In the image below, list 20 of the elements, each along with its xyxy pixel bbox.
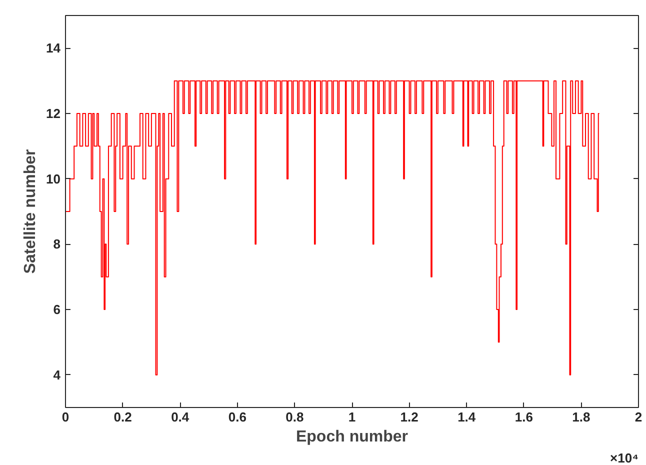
y-tick-label: 6 [53,302,61,317]
y-axis-title: Satellite number [22,149,40,274]
x-tick-label: 1.6 [514,410,533,424]
y-tick-label: 14 [46,40,62,56]
y-tick-label: 12 [46,106,61,121]
x-tick-label: 1 [348,410,356,424]
y-tick-label: 10 [46,171,61,186]
x-tick-label: 1.8 [572,410,590,424]
x-axis-title: Epoch number [296,428,408,446]
y-tick-label: 4 [53,367,62,382]
x-tick-label: 0.6 [228,410,246,424]
text: ×10⁴ [610,450,638,465]
y-tick-label: 8 [53,236,61,252]
x-tick-label: 1.4 [458,410,476,424]
x-tick-label: 0 [62,410,70,424]
x-tick-label: 0.8 [286,410,304,424]
x-tick-label: 1.2 [400,410,418,424]
x-tick-label: 0.2 [114,410,132,424]
x-tick-label: 0.4 [171,410,190,424]
x-tick-label: 2 [634,410,642,424]
